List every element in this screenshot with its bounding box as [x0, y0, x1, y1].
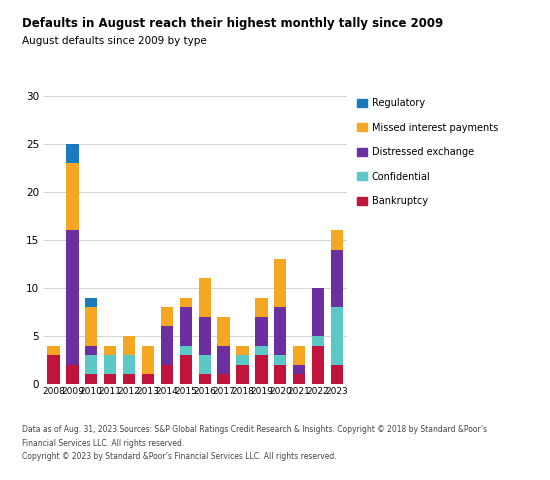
Bar: [142, 374, 154, 384]
Bar: [293, 374, 305, 384]
Bar: [217, 374, 230, 384]
Bar: [85, 307, 97, 346]
Bar: [161, 365, 173, 384]
Bar: [199, 278, 211, 317]
Bar: [255, 317, 267, 346]
Bar: [255, 355, 267, 384]
Bar: [180, 355, 192, 384]
Bar: [161, 307, 173, 326]
Bar: [66, 365, 79, 384]
Bar: [217, 317, 230, 346]
Bar: [217, 346, 230, 374]
Bar: [161, 326, 173, 365]
Bar: [123, 336, 135, 355]
Bar: [66, 163, 79, 230]
Bar: [123, 374, 135, 384]
Text: Data as of Aug. 31, 2023.Sources: S&P Global Ratings Credit Research & Insights.: Data as of Aug. 31, 2023.Sources: S&P Gl…: [22, 425, 487, 434]
Bar: [123, 355, 135, 374]
Bar: [85, 298, 97, 307]
Bar: [274, 365, 287, 384]
Bar: [331, 307, 343, 365]
Bar: [199, 317, 211, 355]
Bar: [85, 355, 97, 374]
Text: August defaults since 2009 by type: August defaults since 2009 by type: [22, 36, 207, 46]
Bar: [274, 259, 287, 307]
Bar: [274, 307, 287, 355]
Bar: [199, 355, 211, 374]
Bar: [255, 346, 267, 355]
Bar: [331, 230, 343, 250]
Bar: [66, 230, 79, 365]
Bar: [66, 144, 79, 163]
Bar: [180, 346, 192, 355]
Bar: [142, 346, 154, 374]
Bar: [180, 298, 192, 307]
Bar: [255, 298, 267, 317]
Legend: Regulatory, Missed interest payments, Distressed exchange, Confidential, Bankrup: Regulatory, Missed interest payments, Di…: [358, 98, 498, 206]
Bar: [331, 365, 343, 384]
Bar: [104, 346, 116, 355]
Bar: [199, 374, 211, 384]
Bar: [236, 355, 249, 365]
Bar: [331, 250, 343, 307]
Bar: [236, 346, 249, 355]
Bar: [236, 365, 249, 384]
Bar: [104, 374, 116, 384]
Bar: [293, 346, 305, 365]
Bar: [312, 336, 324, 346]
Bar: [85, 374, 97, 384]
Bar: [293, 365, 305, 374]
Bar: [47, 355, 59, 384]
Bar: [312, 346, 324, 384]
Bar: [85, 346, 97, 355]
Text: Defaults in August reach their highest monthly tally since 2009: Defaults in August reach their highest m…: [22, 17, 443, 30]
Bar: [274, 355, 287, 365]
Bar: [312, 288, 324, 336]
Text: Financial Services LLC. All rights reserved.: Financial Services LLC. All rights reser…: [22, 439, 184, 448]
Bar: [180, 307, 192, 346]
Bar: [47, 346, 59, 355]
Bar: [104, 355, 116, 374]
Text: Copyright © 2023 by Standard &Poor’s Financial Services LLC. All rights reserved: Copyright © 2023 by Standard &Poor’s Fin…: [22, 452, 337, 461]
